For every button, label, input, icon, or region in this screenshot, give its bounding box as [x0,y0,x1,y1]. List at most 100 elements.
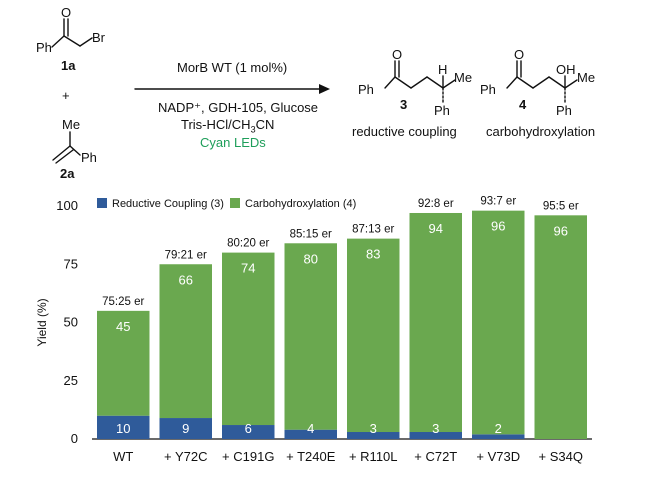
er-annotation: 93:7 er [480,196,516,208]
atom-label-ph-3-branch: Ph [434,103,450,118]
atom-label-o-3: O [392,47,403,62]
data-label-reductive-coupling: 10 [116,421,130,436]
y-tick-label: 0 [71,431,78,446]
y-tick-label: 100 [56,198,78,213]
legend-label-carbohydroxylation: Carbohydroxylation (4) [245,198,356,210]
er-annotation: 79:21 er [165,249,207,261]
bar-segment-reductive-coupling [159,418,212,439]
data-label-carbohydroxylation: 66 [179,272,193,287]
atom-label-ph-1a: Ph [36,40,52,55]
solvent-prefix: Tris-HCl/CH [181,117,251,132]
atom-label-me-2a: Me [62,117,81,132]
bar-segment-reductive-coupling [472,434,525,439]
er-annotation: 92:8 er [418,198,454,210]
bar-segment-reductive-coupling [409,432,462,439]
atom-label-me-3: Me [454,70,473,85]
x-tick-label: WT [113,449,133,464]
bond-3-c-ch2 [394,76,412,89]
bond-1a-c-ch2 [63,35,81,47]
er-annotation: 87:13 er [352,224,394,236]
bar-segment-carbohydroxylation [159,264,212,419]
bar-segment-carbohydroxylation [97,310,150,416]
atom-label-ph-4: Ph [480,82,496,97]
conditions-catalyst: MorB WT (1 mol%) [177,60,288,75]
bar-segment-carbohydroxylation [284,243,337,430]
x-tick-label: + Y72C [164,449,208,464]
product-4-name: carbohydroxylation [486,124,596,139]
bond-4-c-ch2 [516,76,534,89]
x-tick-label: + S34Q [539,449,583,464]
atom-label-br-1a: Br [92,30,105,45]
atom-label-o-1a: O [61,5,72,20]
conditions-light-source: Cyan LEDs [200,135,266,150]
data-label-reductive-coupling: 9 [182,421,189,436]
compound-label-1a: 1a [61,58,76,73]
y-tick-label: 75 [64,256,78,271]
bar-segment-carbohydroxylation [534,215,587,439]
bond-4-ch2-c [548,76,566,89]
x-tick-label: + T240E [286,449,336,464]
conditions-solvent: Tris-HCl/CH3CN [181,117,274,135]
bar-segment-reductive-coupling [284,429,337,439]
atom-label-o-4: O [514,47,525,62]
legend-swatch-carbohydroxylation [230,198,240,208]
y-tick-label: 25 [64,373,78,388]
data-label-reductive-coupling: 3 [432,421,439,436]
reaction-arrow-head [319,84,330,94]
bar-segment-carbohydroxylation [472,210,525,435]
bond-1a-ph-c [51,35,65,48]
atom-label-ph-2a: Ph [81,150,97,165]
data-label-reductive-coupling: 6 [245,421,252,436]
bond-4-ch2-ch2 [532,76,550,89]
product-3-name: reductive coupling [352,124,457,139]
legend-swatch-reductive-coupling [97,198,107,208]
plus-sign: + [62,88,70,103]
bond-3-ph-c [384,76,396,89]
atom-label-ph-4-branch: Ph [556,103,572,118]
x-tick-label: + R110L [349,449,398,464]
compound-label-4: 4 [519,97,527,112]
y-tick-label: 50 [64,315,78,330]
bar-segment-carbohydroxylation [222,252,275,426]
bond-2a-c-ch2 [52,145,71,161]
data-label-carbohydroxylation: 74 [241,261,255,276]
solvent-suffix: CN [255,117,275,132]
bond-3-ch-me [442,79,456,89]
bar-segment-carbohydroxylation [409,212,462,433]
y-axis-label: Yield (%) [35,298,49,346]
compound-label-3: 3 [400,97,408,112]
bond-4-c-me [564,79,578,89]
data-label-carbohydroxylation: 94 [429,221,443,236]
er-annotation: 85:15 er [290,228,332,240]
er-annotation: 95:5 er [543,200,579,212]
bar-segment-reductive-coupling [347,432,400,439]
data-label-reductive-coupling: 4 [307,421,314,436]
atom-label-h-3: H [438,62,448,77]
reaction-scheme [51,18,578,164]
bar-segment-reductive-coupling [222,425,275,439]
bond-1a-ch2-br [79,37,93,47]
data-label-carbohydroxylation: 45 [116,319,130,334]
atom-label-me-4: Me [577,70,596,85]
er-annotation: 80:20 er [227,238,269,250]
legend-label-reductive-coupling: Reductive Coupling (3) [112,198,224,210]
solvent-subscript: 3 [250,124,256,135]
compound-label-2a: 2a [60,166,75,181]
bond-3-ch2-ch2 [410,76,428,89]
x-tick-label: + V73D [476,449,520,464]
bond-2a-c-ph [69,145,81,156]
data-label-carbohydroxylation: 96 [554,223,568,238]
data-label-carbohydroxylation: 80 [304,251,318,266]
x-tick-label: + C72T [414,449,457,464]
data-label-reductive-coupling: 3 [370,421,377,436]
bond-2a-c-ch2-double [55,149,74,164]
x-tick-label: + C191G [222,449,274,464]
bar-segment-reductive-coupling [97,415,150,439]
atom-label-ph-3: Ph [358,82,374,97]
atom-label-oh-4: OH [556,62,576,77]
bond-4-ph-c [506,76,518,89]
bond-3-ch2-ch [426,76,444,89]
data-label-reductive-coupling: 2 [495,421,502,436]
bar-segment-carbohydroxylation [347,238,400,433]
